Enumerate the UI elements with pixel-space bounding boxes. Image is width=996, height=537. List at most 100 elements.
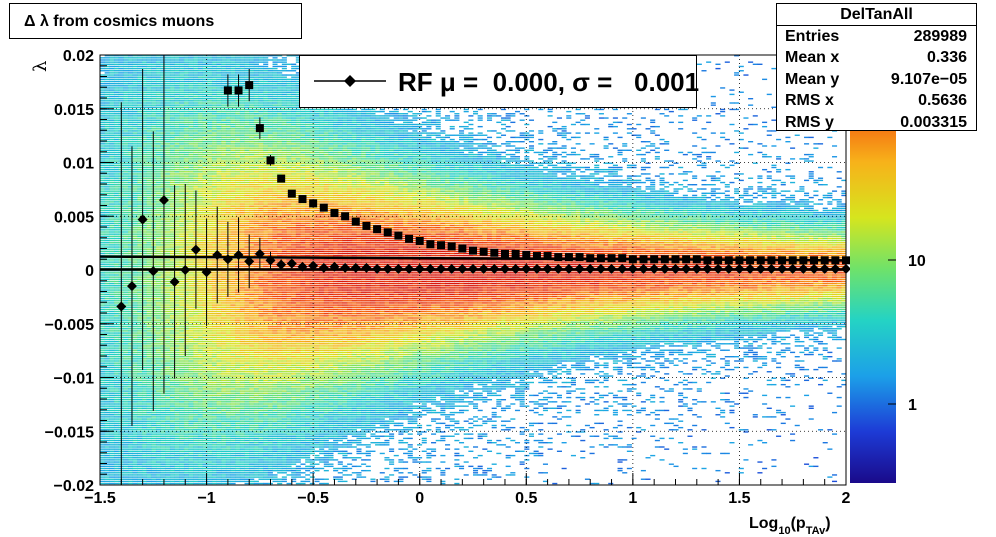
histogram-bin [165,124,170,125]
histogram-bin [151,405,156,406]
histogram-bin [109,347,114,348]
histogram-bin [133,466,138,467]
histogram-bin [114,466,119,467]
histogram-bin [147,470,152,471]
histogram-bin [161,64,166,65]
histogram-bin [137,171,142,172]
histogram-bin [212,117,217,118]
histogram-bin [133,442,138,443]
histogram-bin [100,352,105,353]
histogram-bin [147,311,152,312]
histogram-bin [198,137,203,138]
histogram-bin [165,476,170,477]
histogram-bin [165,281,170,282]
histogram-bin [123,360,128,361]
histogram-bin [147,100,152,101]
histogram-bin [123,132,128,133]
histogram-bin [156,476,161,477]
histogram-bin [189,139,194,140]
histogram-bin [100,311,105,312]
histogram-bin [161,180,166,181]
histogram-bin [170,466,175,467]
histogram-bin [165,221,170,222]
histogram-bin [147,244,152,245]
histogram-bin [189,330,194,331]
histogram-bin [207,61,212,62]
histogram-bin [198,96,203,97]
histogram-bin [184,182,189,183]
histogram-bin [193,180,198,181]
histogram-bin [109,126,114,127]
histogram-bin [184,81,189,82]
histogram-bin [212,141,217,142]
histogram-bin [114,416,119,417]
histogram-bin [114,89,119,90]
histogram-bin [184,87,189,88]
histogram-bin [175,130,180,131]
histogram-bin [189,266,194,267]
histogram-bin [212,139,217,140]
histogram-bin [198,438,203,439]
histogram-bin [114,429,119,430]
histogram-bin [156,264,161,265]
histogram-bin [123,197,128,198]
histogram-bin [170,171,175,172]
histogram-bin [123,319,128,320]
histogram-bin [175,206,180,207]
histogram-bin [198,139,203,140]
histogram-bin [207,380,212,381]
histogram-bin [184,225,189,226]
histogram-bin [161,122,166,123]
histogram-bin [198,433,203,434]
histogram-bin [100,218,105,219]
histogram-bin [179,169,184,170]
histogram-bin [165,238,170,239]
histogram-bin [105,296,110,297]
histogram-bin [133,195,138,196]
histogram-bin [137,442,142,443]
histogram-bin [105,326,110,327]
histogram-bin [123,167,128,168]
histogram-bin [184,57,189,58]
histogram-bin [212,218,217,219]
histogram-bin [207,104,212,105]
histogram-bin [212,429,217,430]
histogram-bin [109,438,114,439]
histogram-bin [198,206,203,207]
histogram-bin [189,100,194,101]
histogram-bin [175,461,180,462]
histogram-bin [137,102,142,103]
histogram-bin [189,178,194,179]
histogram-bin [156,92,161,93]
histogram-bin [207,83,212,84]
histogram-bin [105,397,110,398]
histogram-bin [198,223,203,224]
histogram-bin [156,405,161,406]
histogram-bin [165,382,170,383]
histogram-bin [212,470,217,471]
histogram-bin [137,393,142,394]
histogram-bin [203,85,208,86]
histogram-bin [105,178,110,179]
histogram-bin [175,218,180,219]
histogram-bin [184,145,189,146]
histogram-bin [203,197,208,198]
histogram-bin [193,431,198,432]
histogram-bin [161,393,166,394]
histogram-bin [193,120,198,121]
histogram-bin [133,455,138,456]
histogram-bin [179,143,184,144]
histogram-bin [105,68,110,69]
histogram-bin [198,261,203,262]
histogram-bin [105,309,110,310]
histogram-bin [203,384,208,385]
histogram-bin [133,375,138,376]
histogram-bin [179,319,184,320]
histogram-bin [207,276,212,277]
histogram-bin [114,68,119,69]
histogram-bin [147,188,152,189]
histogram-bin [142,410,147,411]
histogram-bin [165,244,170,245]
histogram-bin [105,253,110,254]
histogram-bin [179,373,184,374]
